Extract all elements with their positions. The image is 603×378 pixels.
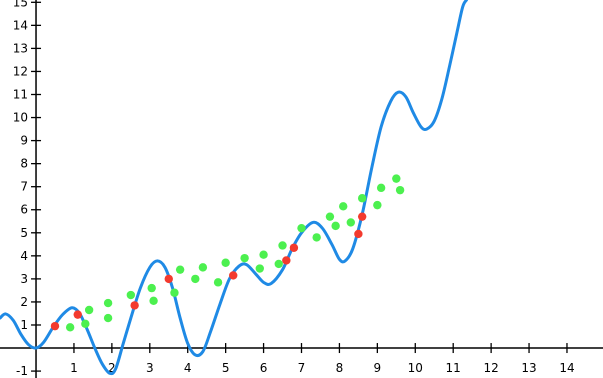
x-tick-label: 8	[336, 361, 344, 375]
green-data-point	[325, 212, 335, 221]
y-tick-label: 10	[13, 111, 28, 125]
green-data-point	[147, 283, 156, 293]
green-data-point	[392, 174, 401, 183]
green-data-point	[103, 298, 113, 308]
x-tick-label: 11	[446, 361, 461, 375]
red-data-point	[73, 310, 82, 319]
x-tick-label: 3	[146, 361, 154, 375]
y-tick-label: 3	[20, 272, 28, 286]
green-data-point	[65, 323, 75, 332]
green-data-point	[312, 233, 321, 242]
red-data-point	[130, 301, 139, 310]
y-tick-label: 5	[20, 226, 28, 240]
red-point-series	[50, 212, 367, 331]
green-data-point	[126, 290, 136, 300]
red-data-point	[164, 274, 173, 284]
green-data-point	[175, 265, 185, 274]
curve-series	[0, 0, 468, 376]
green-data-point	[103, 313, 113, 323]
red-data-point	[50, 321, 60, 331]
y-tick-label: 8	[20, 157, 28, 171]
y-tick-label: 14	[13, 18, 28, 32]
green-data-point	[373, 200, 382, 210]
green-data-point	[240, 253, 249, 263]
green-data-point	[84, 305, 94, 315]
x-tick-label: 7	[298, 361, 306, 375]
red-data-point	[282, 256, 291, 265]
green-data-point	[339, 202, 348, 211]
x-tick-label: 12	[483, 361, 498, 375]
x-tick-label: 5	[222, 361, 230, 375]
green-data-point	[346, 218, 356, 227]
red-data-point	[289, 243, 299, 252]
red-data-point	[357, 212, 367, 221]
y-tick-label: 4	[20, 249, 28, 263]
red-data-point	[354, 229, 363, 239]
green-data-point	[255, 264, 264, 273]
green-data-point	[376, 183, 386, 193]
x-tick-label: 9	[374, 361, 382, 375]
green-data-point	[274, 259, 283, 269]
x-tick-label: 1	[70, 361, 78, 375]
y-tick-label: 15	[13, 0, 28, 9]
x-tick-label: 2	[108, 361, 116, 375]
x-tick-label: 14	[559, 361, 574, 375]
green-point-series	[65, 174, 405, 332]
green-data-point	[259, 250, 268, 259]
y-tick-label: 9	[20, 134, 28, 148]
curve-line	[0, 0, 468, 376]
red-data-point	[229, 271, 238, 280]
x-tick-label: 10	[408, 361, 423, 375]
green-data-point	[213, 278, 223, 287]
green-data-point	[297, 223, 306, 233]
y-tick-label: 6	[20, 203, 28, 217]
y-tick-label: 12	[13, 64, 28, 78]
green-data-point	[198, 263, 208, 272]
y-tick-label: 7	[20, 180, 28, 194]
green-data-point	[395, 185, 405, 195]
x-tick-label: 6	[260, 361, 268, 375]
y-tick-label: 11	[13, 88, 28, 102]
y-tick-label: 2	[20, 295, 28, 309]
green-data-point	[81, 319, 90, 329]
y-tick-label: -1	[16, 364, 28, 378]
green-data-point	[191, 274, 200, 284]
green-data-point	[357, 194, 367, 203]
y-tick-label: 1	[20, 318, 28, 332]
green-data-point	[170, 288, 179, 297]
x-tick-label: 4	[184, 361, 192, 375]
green-data-point	[331, 221, 340, 231]
y-tick-label: 13	[13, 41, 28, 55]
green-data-point	[221, 258, 230, 267]
x-tick-label: 13	[521, 361, 536, 375]
green-data-point	[149, 296, 158, 305]
green-data-point	[278, 241, 287, 250]
